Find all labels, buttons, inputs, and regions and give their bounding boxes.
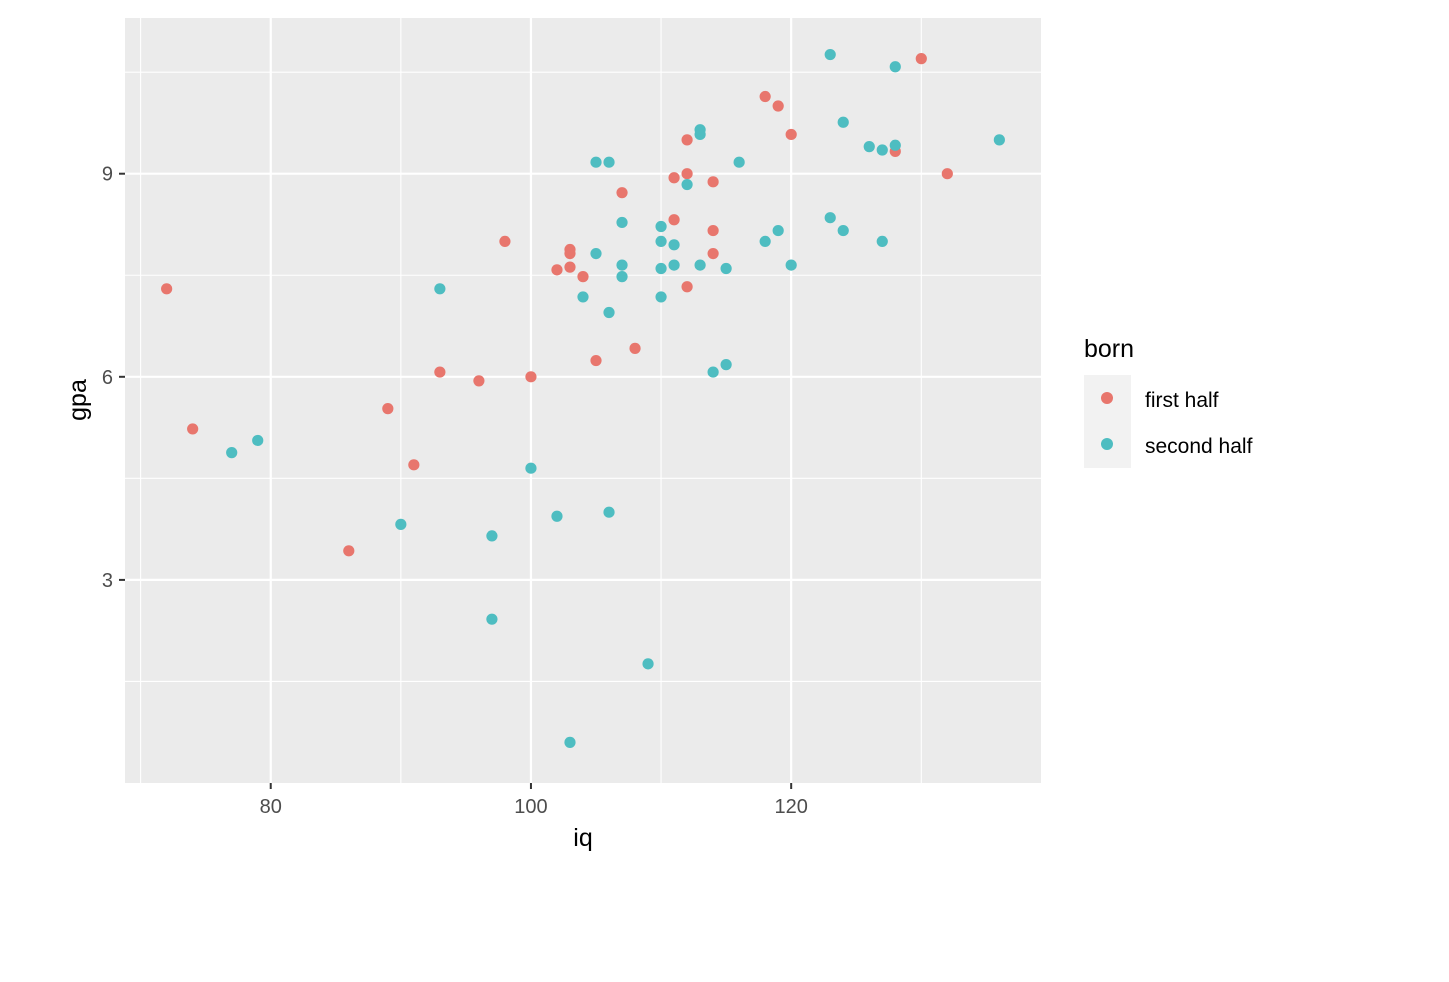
data-point-first-half xyxy=(551,264,563,276)
data-point-second-half xyxy=(993,134,1005,146)
legend-title: born xyxy=(1084,335,1134,363)
data-point-first-half xyxy=(629,342,641,354)
plot-panel xyxy=(125,18,1041,783)
data-point-second-half xyxy=(772,224,784,237)
x-tick-label: 80 xyxy=(260,796,282,818)
data-point-first-half xyxy=(499,235,511,248)
data-point-second-half xyxy=(590,247,602,260)
data-point-first-half xyxy=(707,176,719,188)
y-axis-title: gpa xyxy=(64,379,92,421)
data-point-second-half xyxy=(434,283,446,295)
y-tick-label: 6 xyxy=(102,367,113,389)
data-point-first-half xyxy=(161,283,173,295)
data-point-second-half xyxy=(668,259,680,271)
data-point-second-half xyxy=(564,736,576,748)
data-point-second-half xyxy=(655,235,667,248)
y-tick-label: 9 xyxy=(102,164,113,186)
data-point-second-half xyxy=(590,156,602,168)
data-point-second-half xyxy=(655,262,667,275)
minor-gridlines xyxy=(125,18,1041,783)
data-point-second-half xyxy=(616,271,628,283)
data-point-second-half xyxy=(707,366,719,378)
legend-label-second-half: second half xyxy=(1145,435,1253,458)
data-point-first-half xyxy=(759,90,771,103)
data-point-second-half xyxy=(616,216,628,229)
data-point-second-half xyxy=(720,262,732,275)
data-point-second-half xyxy=(252,434,264,447)
data-point-second-half xyxy=(889,61,901,73)
data-point-first-half xyxy=(473,375,485,387)
data-point-second-half xyxy=(525,462,537,474)
data-point-first-half xyxy=(681,168,693,180)
data-point-second-half xyxy=(577,291,589,303)
x-axis-ticks: 80 100 120 xyxy=(260,783,808,818)
data-point-second-half xyxy=(863,141,875,153)
data-point-second-half xyxy=(889,139,901,151)
legend-key-first-half xyxy=(1101,392,1113,404)
data-point-first-half xyxy=(577,271,589,283)
data-point-second-half xyxy=(824,48,836,61)
data-point-second-half xyxy=(876,144,888,156)
legend: born first half second half xyxy=(1084,335,1253,468)
x-axis-title: iq xyxy=(573,824,592,852)
data-point-second-half xyxy=(694,259,706,271)
x-tick-label: 120 xyxy=(774,796,807,818)
data-point-first-half xyxy=(915,53,927,65)
data-point-first-half xyxy=(681,134,693,146)
data-point-second-half xyxy=(395,518,407,530)
data-point-first-half xyxy=(382,403,394,415)
data-point-second-half xyxy=(837,224,849,237)
data-point-first-half xyxy=(590,354,602,367)
data-point-second-half xyxy=(226,447,238,459)
data-point-second-half xyxy=(486,530,498,542)
data-point-second-half xyxy=(551,510,563,522)
legend-label-first-half: first half xyxy=(1145,389,1219,412)
data-point-first-half xyxy=(408,459,420,471)
data-point-second-half xyxy=(655,220,667,233)
data-point-second-half xyxy=(486,613,498,625)
legend-key-second-half xyxy=(1101,438,1113,450)
y-axis-ticks: 3 6 9 xyxy=(102,164,125,592)
data-point-first-half xyxy=(707,247,719,260)
data-point-second-half xyxy=(720,359,732,371)
data-point-second-half xyxy=(876,235,888,248)
data-point-first-half xyxy=(668,172,680,184)
data-point-second-half xyxy=(733,156,745,168)
data-point-second-half xyxy=(668,239,680,251)
data-points xyxy=(161,48,1005,748)
data-point-second-half xyxy=(694,128,706,141)
data-point-second-half xyxy=(655,291,667,303)
data-point-second-half xyxy=(785,259,797,271)
data-point-second-half xyxy=(642,658,654,670)
data-point-first-half xyxy=(941,168,953,180)
data-point-second-half xyxy=(616,259,628,271)
data-point-first-half xyxy=(434,366,446,378)
data-point-first-half xyxy=(785,128,797,141)
data-point-second-half xyxy=(681,178,693,191)
data-point-second-half xyxy=(837,116,849,128)
data-point-first-half xyxy=(564,261,576,273)
data-point-first-half xyxy=(772,100,784,112)
data-point-second-half xyxy=(603,156,615,168)
legend-key-background xyxy=(1084,375,1131,468)
major-gridlines xyxy=(125,18,1041,783)
data-point-second-half xyxy=(603,506,615,518)
data-point-first-half xyxy=(187,423,199,435)
data-point-second-half xyxy=(824,212,836,224)
data-point-first-half xyxy=(681,281,693,293)
data-point-first-half xyxy=(707,224,719,237)
x-tick-label: 100 xyxy=(514,796,547,818)
data-point-first-half xyxy=(343,545,355,557)
data-point-first-half xyxy=(564,243,576,256)
y-tick-label: 3 xyxy=(102,570,113,592)
data-point-second-half xyxy=(759,235,771,248)
data-point-first-half xyxy=(616,187,628,199)
data-point-first-half xyxy=(525,371,537,383)
data-point-second-half xyxy=(603,306,615,319)
data-point-first-half xyxy=(668,214,680,226)
